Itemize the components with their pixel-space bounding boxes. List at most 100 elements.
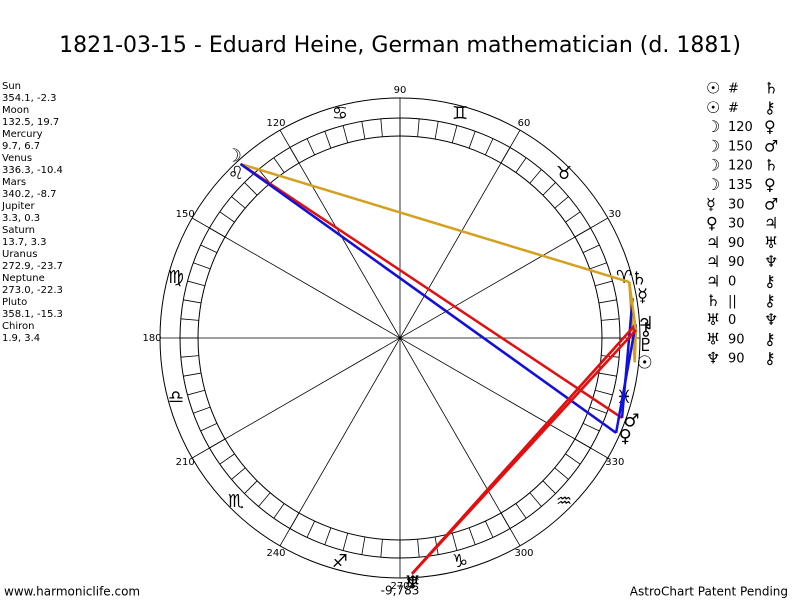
degree-label: 90 (394, 85, 407, 96)
ring-tick (595, 280, 613, 287)
ring-tick (306, 138, 315, 156)
aspect-type: 150 (728, 139, 753, 154)
planet-position: 340.2, -8.7 (2, 189, 57, 200)
aspect-b: ♂ (764, 136, 778, 155)
aspect-a: ♃ (706, 272, 720, 291)
ring-tick (485, 520, 494, 538)
ring-tick (273, 157, 285, 173)
ring-tick (565, 453, 581, 465)
ring-tick (515, 503, 527, 519)
aspect-line (240, 162, 630, 284)
aspect-b: ⚷ (764, 329, 776, 348)
aspect-a: ♅ (706, 329, 720, 348)
ring-tick (380, 539, 383, 558)
ring-tick (180, 318, 199, 321)
ring-tick (380, 118, 383, 137)
ring-tick (417, 118, 420, 137)
aspect-type: 120 (728, 159, 753, 174)
ring-tick (200, 244, 218, 253)
degree-label: 30 (608, 209, 621, 220)
planet-name: Uranus (2, 249, 37, 260)
ring-tick (244, 480, 258, 494)
sign-glyph: ♌ (228, 163, 244, 184)
aspect-line (620, 298, 634, 419)
planet-glyph: ☽ (226, 146, 242, 167)
ring-tick (554, 467, 569, 480)
ring-tick (231, 467, 246, 480)
ring-tick (187, 280, 205, 287)
aspect-b: ⚷ (764, 272, 776, 291)
aspect-type: 90 (728, 255, 745, 270)
ring-tick (219, 453, 235, 465)
aspect-type: 0 (728, 313, 736, 328)
footer-right: AstroChart Patent Pending (630, 585, 788, 599)
planet-name: Neptune (2, 273, 45, 284)
aspect-a: ☿ (706, 194, 716, 213)
sign-glyph: ♍ (168, 267, 184, 288)
degree-label: 300 (514, 548, 533, 559)
ring-tick (324, 527, 332, 545)
ring-tick (451, 533, 458, 551)
ring-tick (324, 131, 332, 149)
planet-position: 132.5, 19.7 (2, 117, 59, 128)
degree-label: 150 (176, 209, 195, 220)
aspect-line (614, 324, 637, 434)
planet-name: Pluto (2, 297, 27, 308)
ring-tick (565, 211, 581, 223)
aspect-a: ♀ (706, 214, 718, 233)
degree-label: 120 (266, 118, 285, 129)
aspect-b: ♅ (764, 233, 778, 252)
ring-tick (485, 138, 494, 156)
ring-tick (219, 211, 235, 223)
aspect-type: 135 (728, 178, 753, 193)
ring-tick (589, 262, 607, 270)
aspect-type: || (728, 294, 737, 309)
sign-glyph: ♋ (332, 103, 348, 124)
spoke (191, 217, 609, 459)
planet-name: Jupiter (1, 201, 35, 212)
aspect-a: ☉ (706, 98, 720, 117)
ring-tick (183, 372, 202, 377)
planet-position: 9.7, 6.7 (2, 141, 40, 152)
ring-tick (451, 125, 458, 143)
aspect-type: 90 (728, 236, 745, 251)
planet-position: 13.7, 3.3 (2, 237, 47, 248)
planet-position: 354.1, -2.3 (2, 93, 57, 104)
ring-tick (183, 299, 202, 304)
planet-glyph: ☉ (637, 352, 653, 373)
footer-left: www.harmoniclife.com (4, 585, 140, 599)
degree-label: 270 (390, 581, 409, 592)
ring-tick (342, 125, 349, 143)
degree-label: 210 (176, 457, 195, 468)
ring-tick (200, 423, 218, 432)
aspect-b: ♂ (764, 194, 778, 213)
planet-name: Chiron (2, 321, 34, 332)
planet-position: 3.3, 0.3 (2, 213, 40, 224)
ring-tick (244, 182, 258, 196)
aspect-type: 120 (728, 120, 753, 135)
aspect-b: ♄ (764, 79, 778, 98)
planet-position: 1.9, 3.4 (2, 333, 40, 344)
aspect-b: ♆ (764, 310, 778, 329)
ring-tick (180, 355, 199, 358)
aspect-type: # (728, 82, 739, 97)
aspect-b: ♀ (764, 175, 776, 194)
aspect-b: ♄ (764, 156, 778, 175)
degree-label: 240 (266, 548, 285, 559)
ring-tick (417, 539, 420, 558)
planet-glyph: ♅ (404, 573, 420, 594)
planet-position: 272.9, -23.7 (2, 261, 63, 272)
ring-tick (598, 299, 617, 304)
aspect-a: ☽ (706, 175, 720, 194)
spokes (160, 98, 640, 578)
ring-tick (582, 423, 600, 432)
planet-position: 273.0, -22.3 (2, 285, 63, 296)
planet-name: Mercury (2, 129, 43, 140)
aspect-a: ☉ (706, 79, 720, 98)
ring-tick (434, 121, 439, 140)
sign-glyph: ♐ (332, 551, 348, 572)
aspect-b: ⚷ (764, 349, 776, 368)
aspect-a: ♆ (706, 349, 720, 368)
ring-tick (468, 527, 476, 545)
